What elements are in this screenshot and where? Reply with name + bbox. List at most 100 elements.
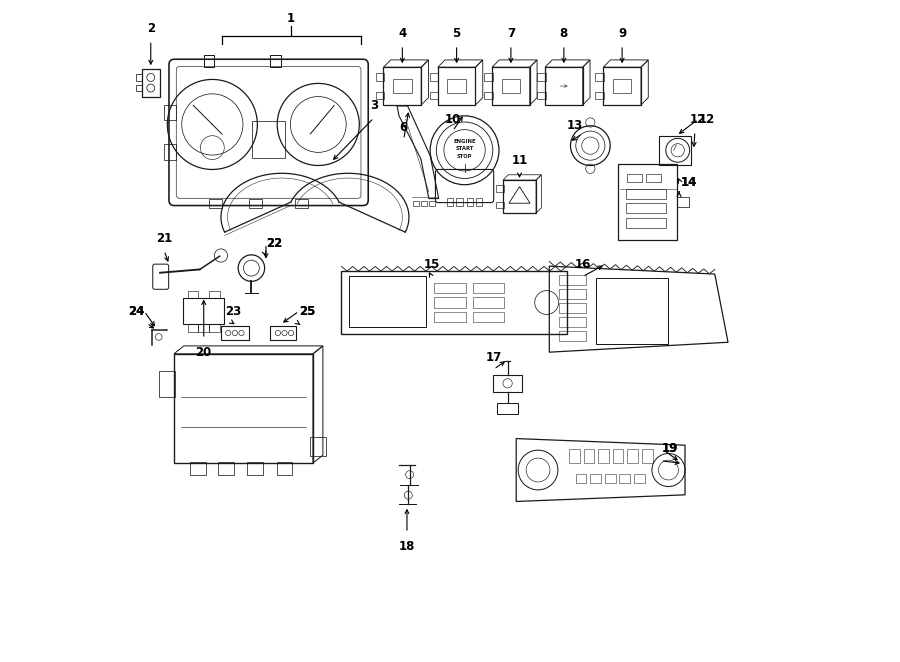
Text: 1: 1 <box>287 12 295 25</box>
Text: 9: 9 <box>618 26 626 40</box>
Bar <box>252 121 285 158</box>
Text: 25: 25 <box>299 305 315 318</box>
Bar <box>619 474 630 483</box>
Bar <box>184 298 224 324</box>
Bar <box>503 180 536 213</box>
Text: 3: 3 <box>370 99 378 113</box>
Bar <box>537 91 545 99</box>
Text: 19: 19 <box>662 442 679 455</box>
Bar <box>375 73 384 81</box>
Bar <box>430 91 438 99</box>
Bar <box>421 201 427 206</box>
Bar <box>310 437 326 457</box>
Bar <box>198 324 209 332</box>
Bar <box>413 201 418 206</box>
Text: 19: 19 <box>662 442 679 455</box>
Text: 12: 12 <box>690 113 707 126</box>
Text: 4: 4 <box>398 26 407 40</box>
Text: 7: 7 <box>507 26 515 40</box>
Bar <box>576 474 587 483</box>
Bar <box>484 91 492 99</box>
Bar <box>270 326 296 340</box>
Bar <box>678 197 689 207</box>
Bar <box>159 371 176 397</box>
Bar <box>634 474 644 483</box>
Bar <box>646 174 661 182</box>
Bar <box>188 291 198 298</box>
Text: 23: 23 <box>225 305 241 318</box>
Bar <box>627 174 642 182</box>
Bar <box>248 462 264 475</box>
Bar <box>496 185 504 192</box>
Bar <box>191 462 206 475</box>
Bar <box>270 55 281 67</box>
Text: 11: 11 <box>511 154 527 167</box>
Bar <box>626 203 666 213</box>
Text: 14: 14 <box>680 176 697 189</box>
Bar <box>456 198 463 206</box>
Bar <box>501 79 520 93</box>
Bar <box>447 79 466 93</box>
Bar <box>626 218 666 228</box>
Bar <box>466 198 473 206</box>
Bar <box>626 189 666 199</box>
Bar <box>165 144 176 160</box>
Text: 2: 2 <box>147 22 155 35</box>
Text: ENGINE: ENGINE <box>454 138 476 144</box>
Bar <box>220 326 248 340</box>
Text: 13: 13 <box>566 119 582 132</box>
Bar <box>493 375 522 392</box>
Bar <box>584 449 594 463</box>
Text: 21: 21 <box>156 232 172 245</box>
Bar <box>642 449 652 463</box>
Bar <box>430 73 438 81</box>
Bar <box>545 68 582 105</box>
Bar <box>492 68 530 105</box>
Bar <box>188 324 198 332</box>
Bar <box>472 312 504 322</box>
Bar <box>174 354 313 463</box>
Text: 20: 20 <box>195 346 212 359</box>
Bar <box>209 291 220 298</box>
Bar <box>559 275 586 285</box>
Bar <box>349 277 426 328</box>
Bar <box>434 297 466 308</box>
Text: 10: 10 <box>445 113 461 126</box>
Bar <box>595 73 604 81</box>
Bar <box>613 449 624 463</box>
Bar <box>569 449 580 463</box>
Bar <box>203 55 214 67</box>
Bar <box>341 271 566 334</box>
Bar <box>559 317 586 327</box>
Text: 18: 18 <box>399 540 415 553</box>
Bar <box>659 136 691 165</box>
Bar <box>209 324 220 332</box>
Bar <box>484 73 492 81</box>
Text: 24: 24 <box>128 305 144 318</box>
Bar <box>559 289 586 299</box>
Bar <box>595 91 604 99</box>
Bar <box>393 79 411 93</box>
Bar <box>472 283 504 293</box>
Bar <box>383 68 421 105</box>
Bar <box>219 462 234 475</box>
Text: 8: 8 <box>560 26 568 40</box>
Text: 25: 25 <box>299 305 315 318</box>
Bar <box>605 474 616 483</box>
Bar <box>165 105 176 120</box>
Bar <box>627 449 638 463</box>
Bar <box>141 69 160 97</box>
Bar <box>295 199 309 209</box>
Text: STOP: STOP <box>457 154 472 160</box>
Text: 14: 14 <box>680 176 697 189</box>
Bar <box>559 331 586 341</box>
Bar <box>559 303 586 313</box>
Bar <box>136 85 142 91</box>
Bar <box>596 278 669 344</box>
Bar <box>537 73 545 81</box>
Bar <box>446 198 454 206</box>
Text: 12: 12 <box>698 113 715 126</box>
Bar <box>248 199 262 209</box>
Bar <box>434 283 466 293</box>
Bar <box>276 462 292 475</box>
